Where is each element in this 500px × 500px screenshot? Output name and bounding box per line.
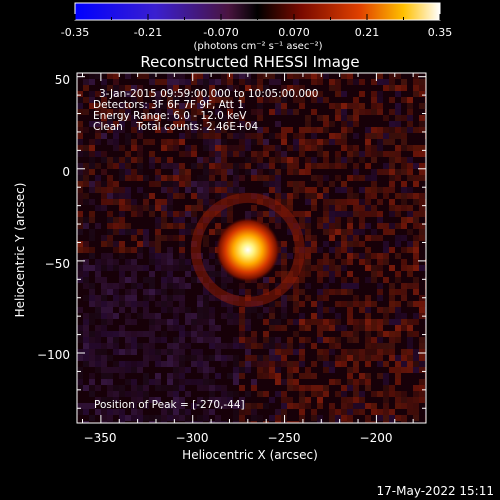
detectors-label: Detectors: 3F 6F 7F 9F, Att 1 <box>93 99 244 111</box>
clean-counts-label: Clean Total counts: 2.46E+04 <box>93 121 258 133</box>
y-tick-label: 50 <box>55 73 70 87</box>
time-range-label: 3-Jan-2015 09:59:00.000 to 10:05:00.000 <box>99 88 318 100</box>
x-tick-label: −300 <box>176 431 209 445</box>
colorbar-tick-4: 0.21 <box>355 26 380 39</box>
colorbar-units: (photons cm⁻² s⁻¹ asec⁻²) <box>193 41 322 52</box>
plot-frame <box>76 72 427 424</box>
colorbar-ticks <box>74 14 441 20</box>
x-tick-label: −200 <box>360 431 393 445</box>
colorbar-tick-1: -0.21 <box>134 26 162 39</box>
source-halo <box>190 192 305 307</box>
y-tick-label: −50 <box>45 257 70 271</box>
heatmap-image <box>77 73 426 423</box>
energy-range-label: Energy Range: 6.0 - 12.0 keV <box>93 110 247 122</box>
chart-title: Reconstructed RHESSI Image <box>140 53 359 71</box>
peak-position-label: Position of Peak = [-270,-44] <box>94 399 245 411</box>
colorbar-tick-0: -0.35 <box>61 26 89 39</box>
y-axis-title: Heliocentric Y (arcsec) <box>13 183 27 318</box>
colorbar-tick-3: 0.070 <box>278 26 310 39</box>
y-tick-label: 0 <box>62 165 70 179</box>
colorbar-tick-2: -0.070 <box>203 26 238 39</box>
x-axis-title: Heliocentric X (arcsec) <box>182 448 318 462</box>
colorbar-tick-5: 0.35 <box>428 26 453 39</box>
y-tick-label: −100 <box>37 348 70 362</box>
x-tick-label: −350 <box>84 431 117 445</box>
timestamp: 17-May-2022 15:11 <box>377 484 494 498</box>
colorbar <box>75 3 440 20</box>
x-tick-label: −250 <box>268 431 301 445</box>
flare-source <box>215 217 280 282</box>
